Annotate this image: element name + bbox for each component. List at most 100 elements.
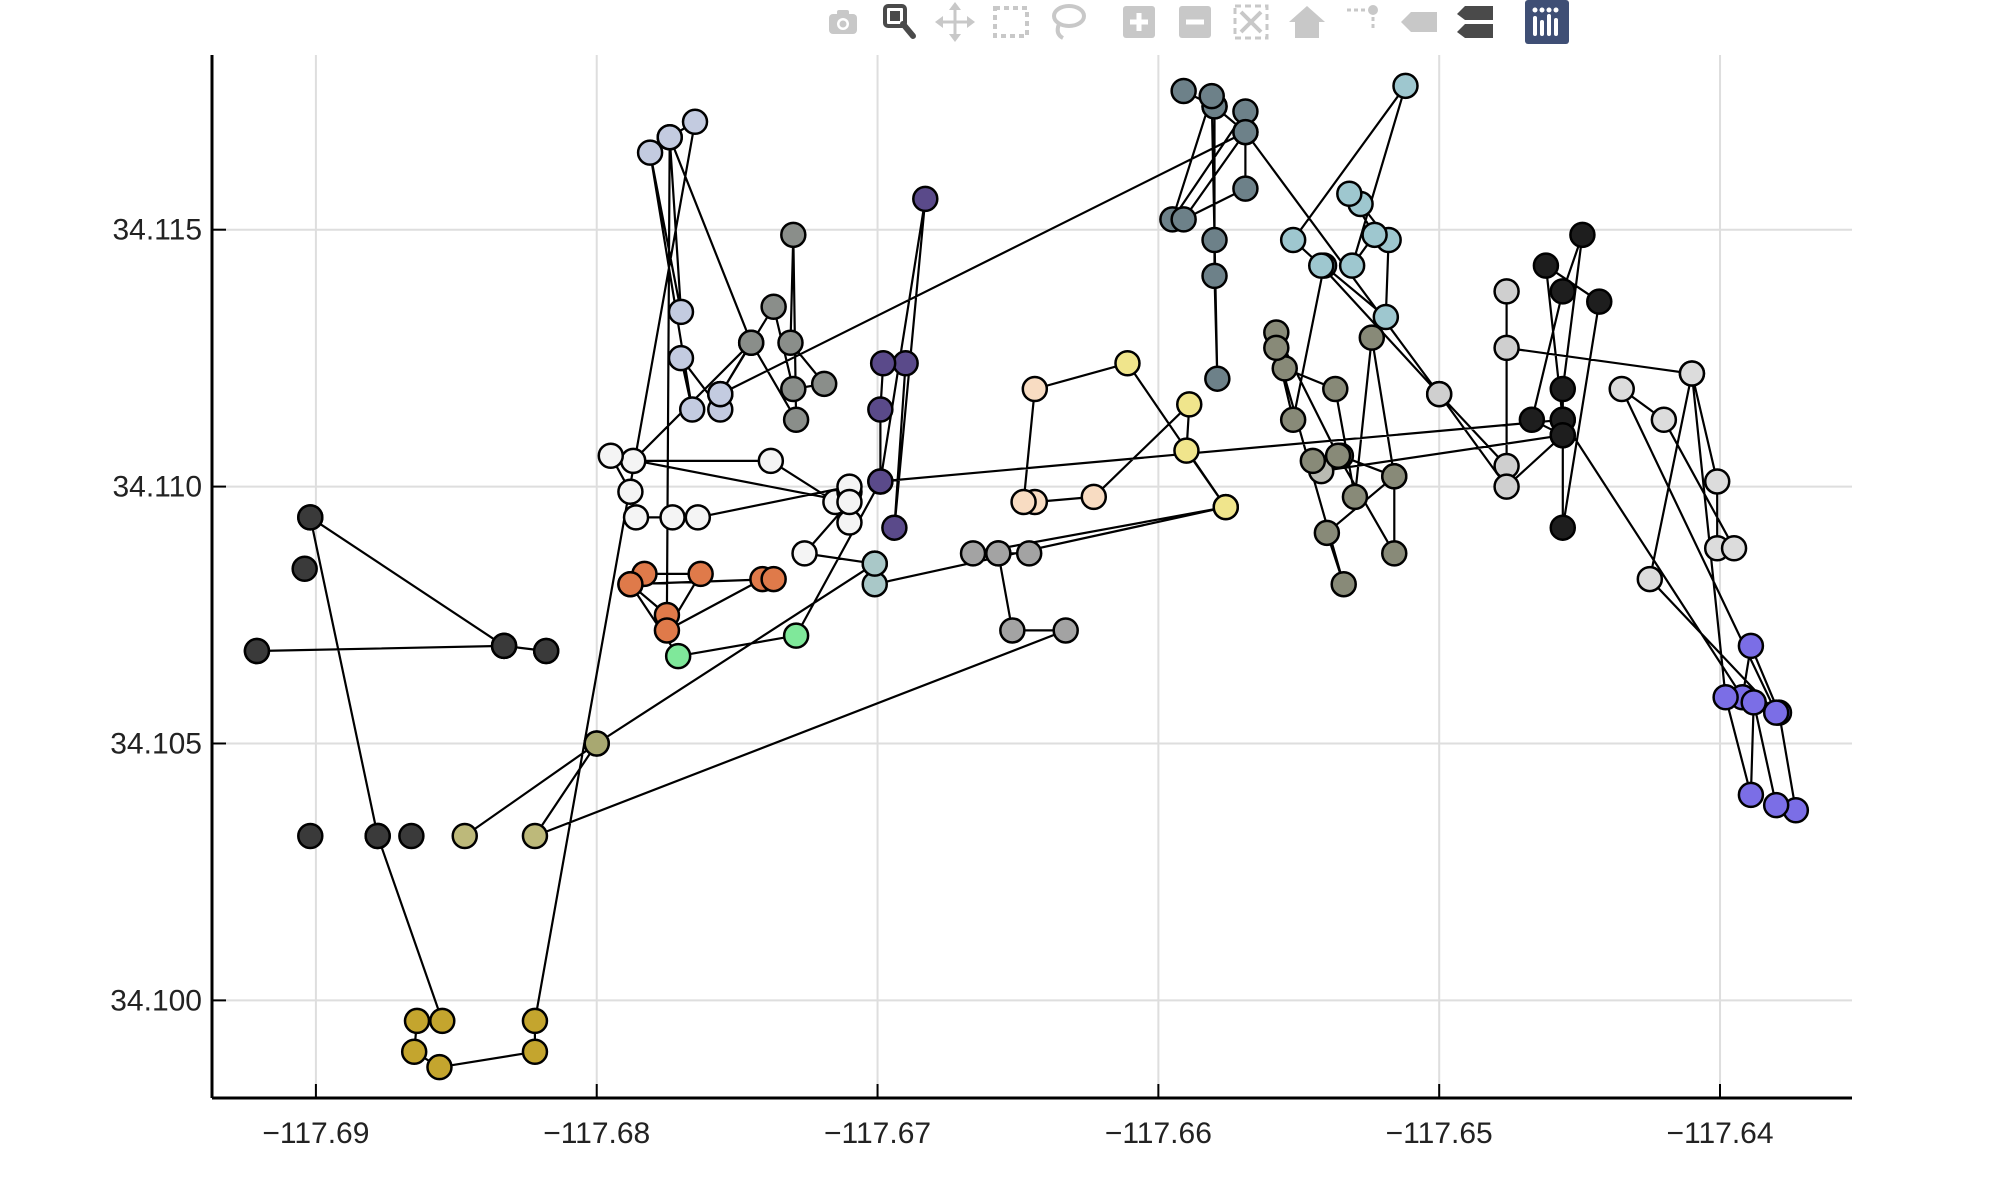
data-point	[892, 350, 919, 377]
data-point	[1518, 406, 1546, 434]
data-point	[782, 406, 810, 434]
camera-button[interactable]	[815, 0, 871, 44]
data-point	[1338, 252, 1366, 279]
data-point	[777, 329, 804, 356]
data-point	[636, 139, 664, 166]
data-point	[1299, 447, 1327, 475]
data-point	[1232, 175, 1259, 202]
data-point	[521, 1007, 549, 1035]
lasso-select-icon	[1052, 4, 1086, 40]
spike-lines-button[interactable]	[1335, 0, 1391, 44]
spike-lines-icon	[1347, 5, 1378, 30]
data-point	[1279, 406, 1307, 434]
data-point	[1737, 781, 1765, 809]
data-point	[1549, 278, 1577, 305]
y-tick-label: 34.110	[112, 471, 202, 504]
data-point	[1015, 540, 1043, 567]
data-point	[1336, 180, 1363, 207]
data-point	[861, 550, 888, 577]
data-point	[867, 468, 894, 495]
data-point	[1263, 334, 1290, 362]
data-point	[1392, 72, 1419, 100]
plotly-logo-icon	[1525, 0, 1569, 44]
data-point	[1330, 570, 1357, 598]
data-point	[364, 822, 391, 850]
data-point	[1493, 473, 1520, 500]
box-select-button[interactable]	[983, 0, 1039, 44]
data-point	[1307, 252, 1335, 279]
data-point	[664, 642, 692, 670]
data-point	[1678, 360, 1706, 387]
data-point	[780, 375, 807, 403]
x-tick-label: −117.68	[543, 1117, 650, 1150]
data-point	[1204, 365, 1231, 392]
data-point	[1493, 334, 1520, 362]
data-point	[836, 488, 863, 516]
data-point	[426, 1053, 453, 1081]
axes	[210, 55, 1852, 1100]
data-point	[1212, 493, 1240, 521]
camera-icon	[829, 10, 857, 34]
pan-button[interactable]	[927, 0, 983, 44]
x-tick-label: −117.65	[1386, 1117, 1493, 1150]
zoom-in-button[interactable]	[1111, 0, 1167, 44]
box-select-icon	[993, 6, 1029, 38]
data-point	[1232, 118, 1259, 146]
data-point	[959, 540, 987, 567]
data-point	[619, 447, 647, 475]
data-point	[659, 504, 686, 531]
data-point	[985, 540, 1012, 567]
data-point	[1361, 221, 1388, 249]
data-point	[810, 370, 838, 398]
zoom-out-button[interactable]	[1167, 0, 1223, 44]
data-point	[1324, 442, 1352, 470]
data-point	[1322, 375, 1349, 403]
data-point	[429, 1007, 456, 1035]
data-point	[760, 565, 787, 593]
data-point	[667, 298, 695, 326]
data-point	[617, 570, 644, 598]
data-point	[1372, 303, 1400, 331]
data-point	[532, 637, 560, 665]
autoscale-icon	[1233, 4, 1269, 40]
data-point	[1608, 375, 1635, 403]
data-point	[681, 108, 709, 136]
zoom-in-icon	[1123, 6, 1155, 38]
data-point	[999, 617, 1026, 644]
data-point	[1762, 699, 1790, 726]
data-point	[653, 617, 681, 644]
data-point	[687, 560, 714, 588]
tick-labels: −117.69 −117.68 −117.67 −117.66 −117.65 −117.…	[110, 214, 1773, 1150]
pan-icon	[935, 2, 975, 42]
data-point	[1493, 278, 1520, 305]
data-point	[243, 637, 271, 665]
data-point	[1549, 514, 1577, 541]
plotly-logo-button[interactable]	[1519, 0, 1575, 44]
hover-closest-button[interactable]	[1391, 0, 1447, 44]
zoom-icon	[883, 4, 916, 39]
data-point	[1532, 252, 1560, 279]
data-point	[869, 350, 897, 377]
data-point	[1720, 534, 1748, 562]
zoom-button[interactable]	[871, 0, 927, 44]
hover-compare-icon	[1457, 6, 1493, 38]
data-point	[622, 504, 650, 531]
grid	[212, 55, 1852, 1098]
x-tick-label: −117.67	[824, 1117, 931, 1150]
data-point	[1198, 82, 1225, 110]
hover-compare-button[interactable]	[1447, 0, 1503, 44]
data-point	[782, 622, 810, 649]
data-point	[1381, 540, 1408, 567]
data-point	[1425, 380, 1453, 408]
data-point	[667, 344, 695, 372]
zoom-out-icon	[1179, 6, 1211, 38]
data-point	[1176, 391, 1203, 418]
data-point	[867, 396, 894, 423]
lasso-select-button[interactable]	[1039, 0, 1095, 44]
reset-axes-button[interactable]	[1279, 0, 1335, 44]
x-tick-label: −117.66	[1105, 1117, 1212, 1150]
autoscale-button[interactable]	[1223, 0, 1279, 44]
data-point	[881, 514, 908, 541]
